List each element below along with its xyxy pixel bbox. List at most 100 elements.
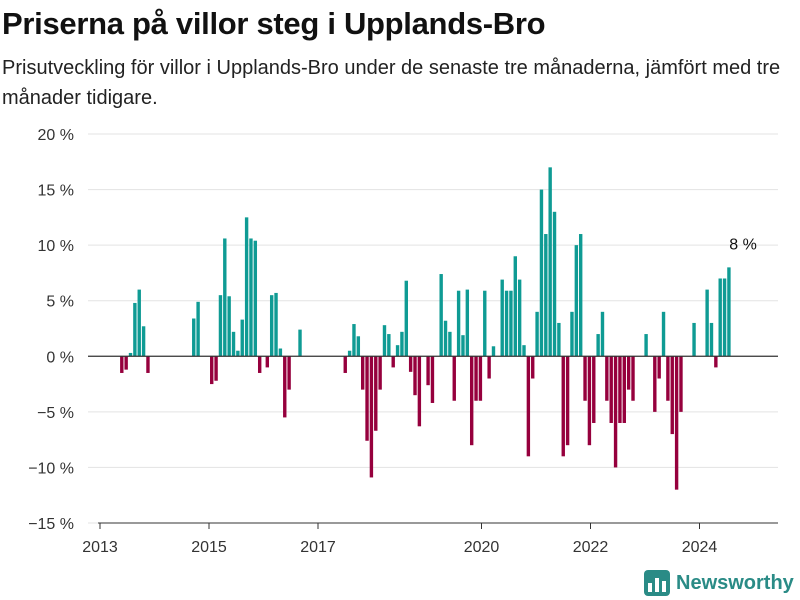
- bar-negative: [531, 356, 535, 379]
- bar-negative: [487, 356, 491, 379]
- bar-positive: [722, 278, 727, 357]
- bar-positive: [548, 167, 552, 357]
- bar-positive: [600, 311, 605, 357]
- bar-negative: [674, 356, 679, 490]
- bar-positive: [404, 280, 408, 357]
- bar-negative: [653, 356, 657, 412]
- y-tick-label: −5 %: [37, 405, 74, 422]
- bar-positive: [557, 322, 561, 357]
- x-tick-label: 2015: [191, 539, 227, 556]
- y-tick-label: −15 %: [28, 516, 74, 533]
- bar-positive: [491, 346, 496, 357]
- bar-positive: [240, 319, 244, 357]
- bar-negative: [391, 356, 395, 368]
- bar-positive: [727, 267, 731, 357]
- bar-positive: [192, 318, 196, 357]
- x-tick-label: 2024: [682, 539, 718, 556]
- bar-negative: [417, 356, 422, 427]
- bar-negative: [561, 356, 565, 457]
- bar-positive: [269, 295, 274, 357]
- x-tick-label: 2020: [464, 539, 500, 556]
- bar-negative: [679, 356, 683, 412]
- bar-positive: [400, 331, 404, 357]
- bar-negative: [657, 356, 661, 379]
- bar-negative: [592, 356, 596, 423]
- chart-title: Priserna på villor steg i Upplands-Bro: [2, 6, 546, 41]
- bar-positive: [352, 324, 356, 357]
- bar-positive: [274, 292, 278, 357]
- bar-positive: [448, 331, 452, 357]
- bar-negative: [605, 356, 609, 401]
- bar-negative: [430, 356, 435, 403]
- gridlines: [88, 133, 778, 524]
- y-tick-label: 10 %: [38, 238, 74, 255]
- bar-negative: [452, 356, 456, 401]
- bar-positive: [465, 289, 470, 357]
- bar-negative: [565, 356, 570, 446]
- bar-negative: [408, 356, 413, 372]
- bar-negative: [124, 356, 128, 370]
- bar-positive: [500, 279, 504, 357]
- bar-negative: [670, 356, 674, 435]
- bar-positive: [395, 345, 400, 357]
- bar-positive: [356, 336, 361, 357]
- bar-negative: [360, 356, 365, 390]
- bar-negative: [474, 356, 478, 401]
- bar-negative: [622, 356, 626, 423]
- bar-positive: [128, 352, 133, 357]
- bar-positive: [196, 301, 200, 357]
- latest-value-label: 8 %: [729, 236, 757, 253]
- bar-negative: [146, 356, 150, 373]
- bar-positive: [570, 311, 574, 357]
- bar-positive: [298, 329, 302, 357]
- bar-negative: [265, 356, 270, 368]
- bar-positive: [535, 311, 539, 357]
- bar-positive: [483, 290, 487, 357]
- bar-positive: [552, 211, 557, 357]
- bar-positive: [133, 302, 137, 357]
- bar-positive: [382, 325, 387, 357]
- bar-negative: [631, 356, 635, 401]
- bar-positive: [461, 335, 465, 357]
- bar-positive: [439, 274, 443, 357]
- bar-positive: [709, 322, 714, 357]
- y-tick-label: −10 %: [28, 460, 74, 477]
- y-tick-label: 20 %: [38, 127, 74, 144]
- bar-negative: [374, 356, 378, 431]
- bar-positive: [231, 331, 236, 357]
- bar-positive: [443, 320, 448, 357]
- bar-positive: [661, 311, 666, 357]
- bar-positive: [539, 189, 544, 357]
- bar-positive: [522, 345, 526, 357]
- bar-positive: [718, 278, 722, 357]
- bar-negative: [214, 356, 218, 381]
- bar-negative: [618, 356, 622, 423]
- bar-positive: [137, 289, 141, 357]
- newsworthy-brand: Newsworthy: [644, 570, 794, 596]
- bar-positive: [596, 334, 600, 357]
- bar-negative: [714, 356, 718, 368]
- bar-positive: [644, 334, 648, 357]
- y-tick-label: 0 %: [46, 349, 74, 366]
- bar-positive: [387, 334, 391, 357]
- x-tick-label: 2017: [300, 539, 336, 556]
- bar-positive: [705, 289, 709, 357]
- bar-positive: [227, 296, 231, 357]
- bar-negative: [287, 356, 291, 390]
- x-tick-label: 2013: [82, 539, 118, 556]
- bar-negative: [343, 356, 347, 373]
- chart-subtitle: Prisutveckling för villor i Upplands-Bro…: [2, 57, 781, 109]
- bar-negative: [609, 356, 613, 423]
- x-tick-label: 2022: [573, 539, 609, 556]
- bar-negative: [583, 356, 587, 401]
- bar-negative: [626, 356, 631, 390]
- bars: [120, 167, 731, 490]
- bar-positive: [504, 290, 509, 357]
- bar-positive: [578, 234, 583, 357]
- bar-negative: [120, 356, 124, 373]
- y-tick-label: 5 %: [46, 294, 74, 311]
- bar-positive: [244, 217, 249, 357]
- bar-positive: [517, 279, 522, 357]
- y-tick-label: 15 %: [38, 183, 74, 200]
